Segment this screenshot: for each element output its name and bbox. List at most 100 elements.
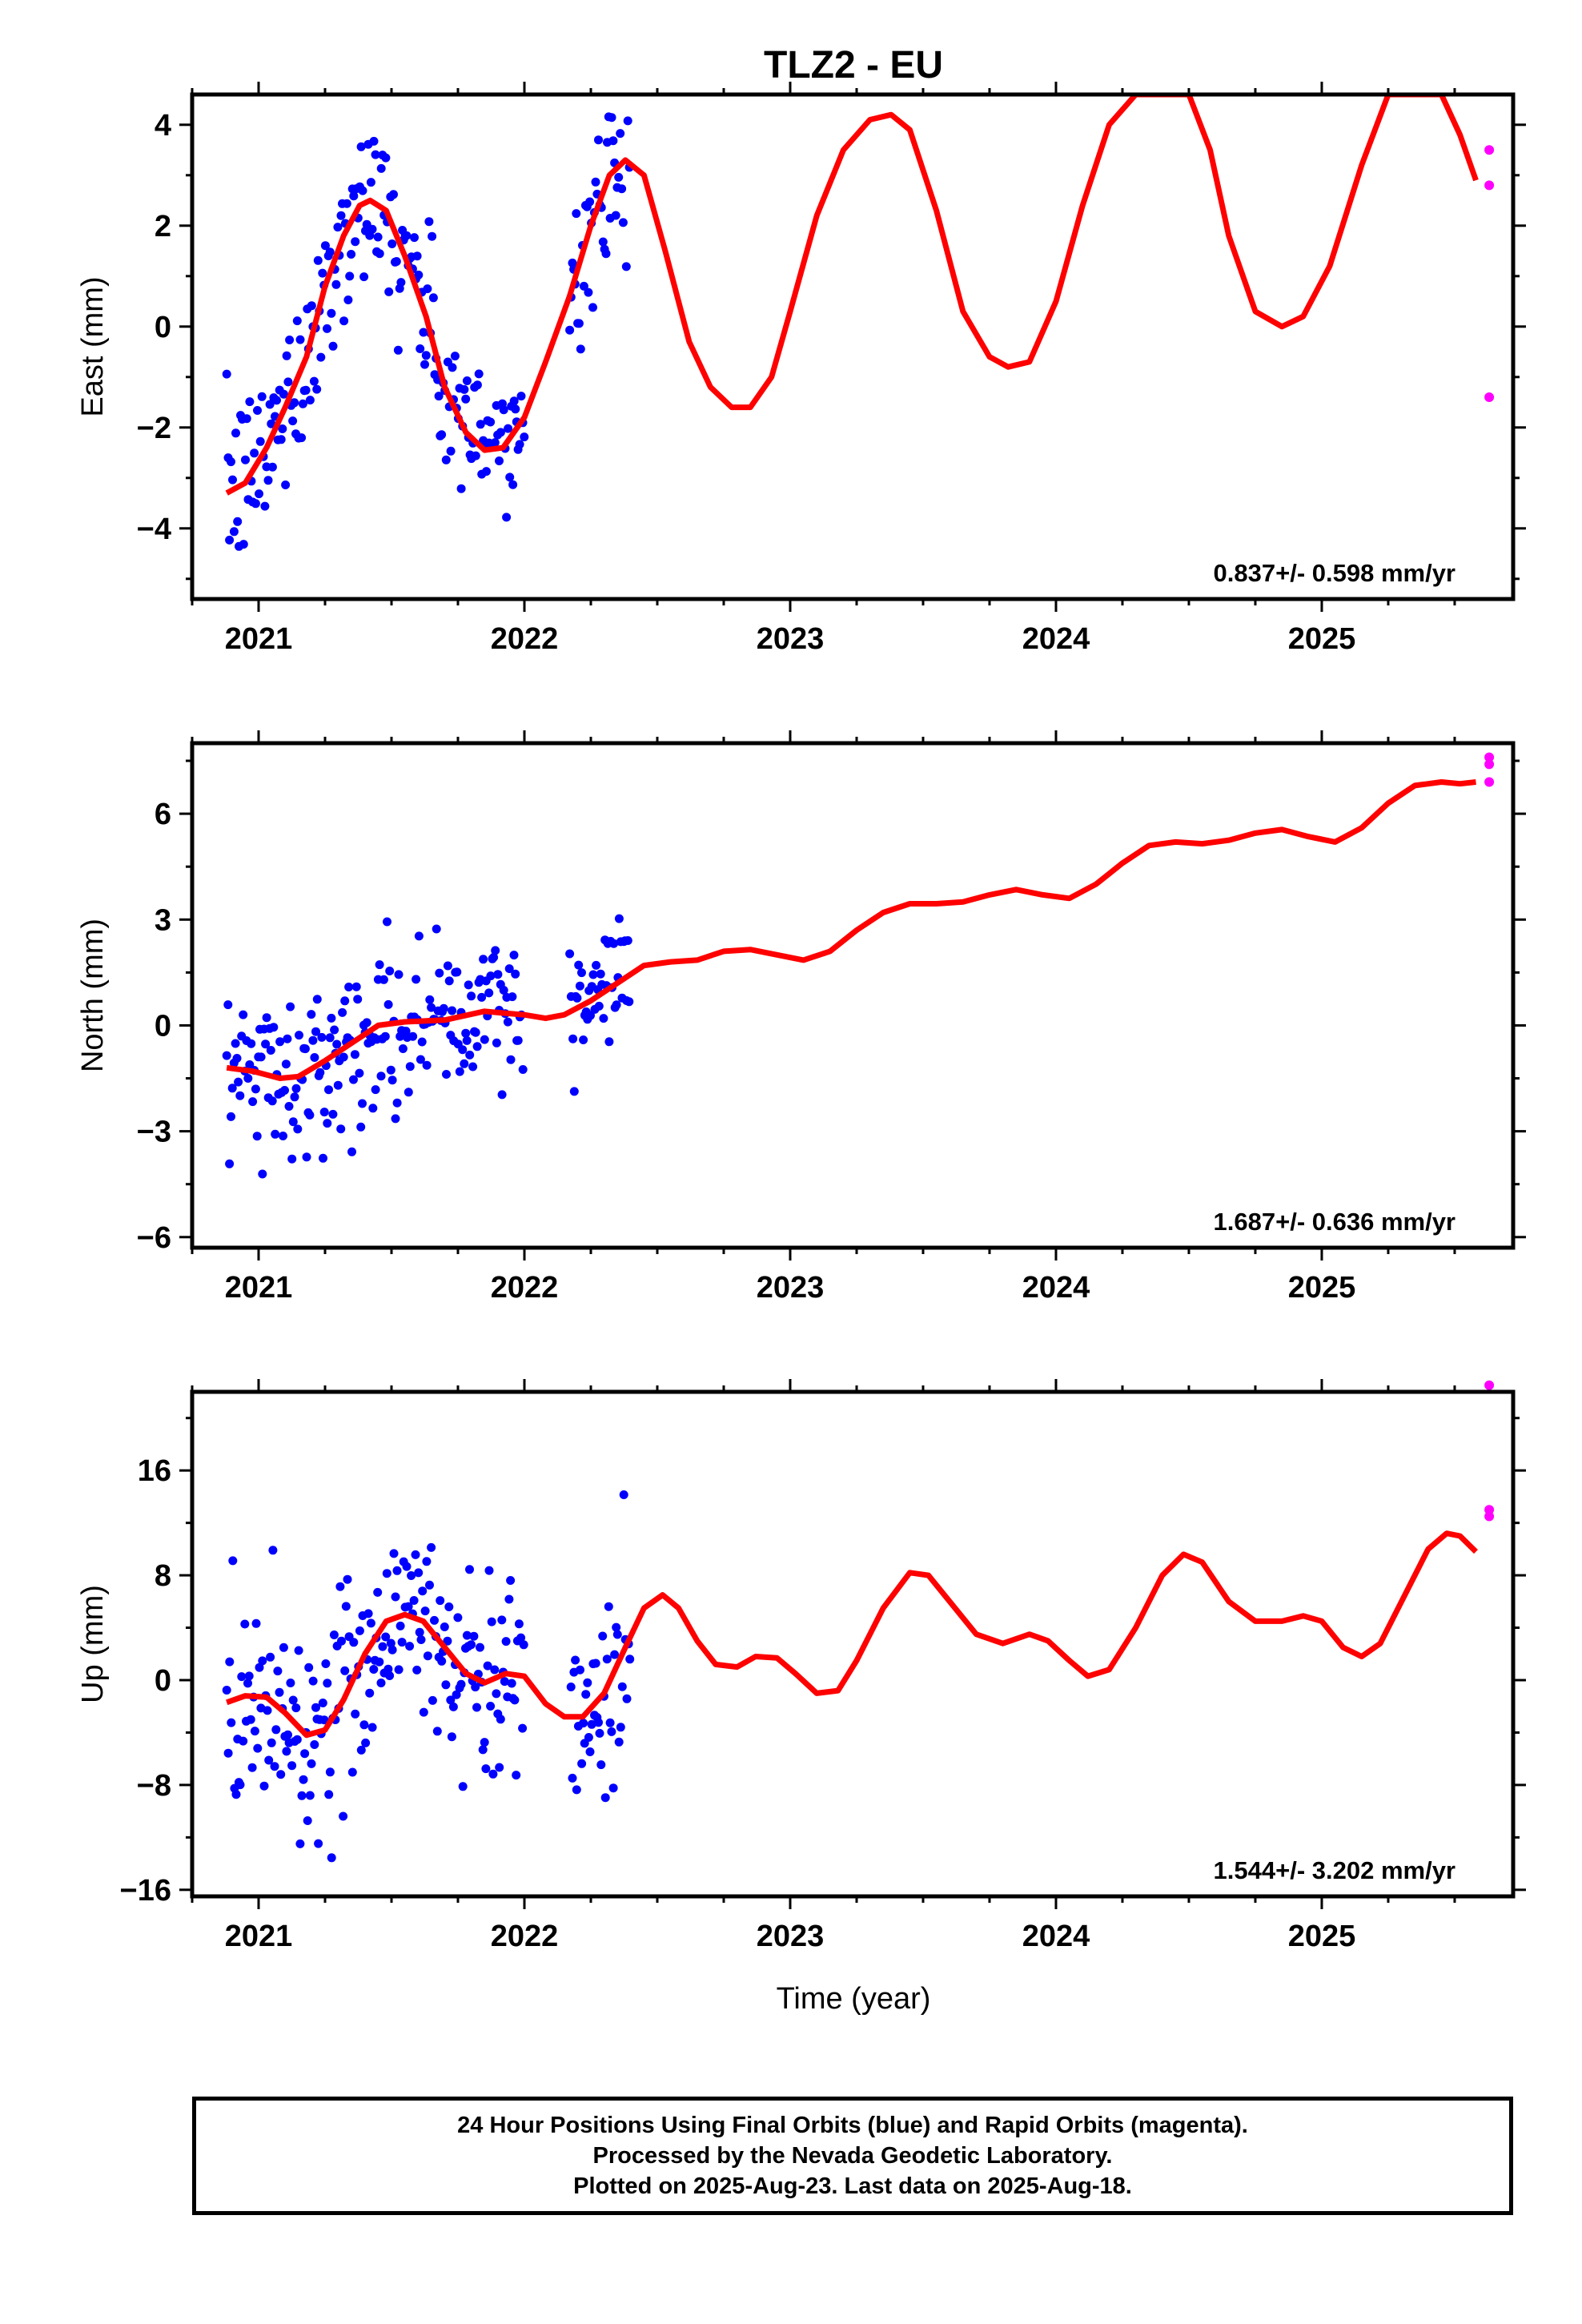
final-orbit-point xyxy=(583,1678,592,1687)
x-tick-label: 2023 xyxy=(757,1920,825,1953)
final-orbit-point xyxy=(314,1839,323,1848)
final-orbit-point xyxy=(519,1640,528,1650)
final-orbit-point xyxy=(468,1062,478,1072)
final-orbit-point xyxy=(458,1782,468,1791)
y-tick-label: 6 xyxy=(155,798,171,831)
final-orbit-point xyxy=(318,1699,327,1707)
final-orbit-point xyxy=(339,1052,348,1062)
final-orbit-point xyxy=(420,360,429,369)
final-orbit-point xyxy=(389,1549,399,1558)
final-orbit-point xyxy=(516,1633,526,1642)
final-orbit-point xyxy=(423,1651,432,1661)
final-orbit-point xyxy=(262,1013,271,1023)
final-orbit-point xyxy=(443,961,452,971)
final-orbit-point xyxy=(594,135,603,145)
final-orbit-point xyxy=(361,1738,371,1747)
x-tick-label: 2025 xyxy=(1288,1271,1356,1305)
final-orbit-point xyxy=(432,924,441,934)
final-orbit-point xyxy=(427,1003,436,1012)
east-rate-annotation: 0.837+/- 0.598 mm/yr xyxy=(1214,559,1456,587)
up-model-curve xyxy=(226,1530,1478,1739)
final-orbit-point xyxy=(300,1044,310,1054)
final-orbit-point xyxy=(243,1074,253,1083)
y-tick-label: −8 xyxy=(137,1769,171,1803)
final-orbit-point xyxy=(389,190,398,199)
final-orbit-point xyxy=(375,249,384,259)
final-orbit-point xyxy=(417,1037,427,1047)
final-orbit-point xyxy=(227,1112,235,1121)
final-orbit-point xyxy=(477,992,487,1002)
final-orbit-point xyxy=(267,1738,276,1747)
final-orbit-point xyxy=(491,946,500,955)
final-orbit-point xyxy=(385,1671,395,1680)
final-orbit-point xyxy=(281,1059,291,1069)
final-orbit-point xyxy=(623,116,632,126)
final-orbit-point xyxy=(324,1790,334,1799)
final-orbit-point xyxy=(272,396,281,405)
final-orbit-point xyxy=(511,969,520,979)
final-orbit-point xyxy=(273,1667,283,1676)
up-rate-annotation: 1.544+/- 3.202 mm/yr xyxy=(1214,1856,1456,1884)
final-orbit-point xyxy=(319,1153,327,1163)
up-panel: 2021 2022 2023 2024 2025 16 8 0 −8 −16 Up (mm) 1.54… xyxy=(76,1379,1526,1953)
rapid-orbit-point xyxy=(1484,777,1495,787)
final-orbit-point xyxy=(412,251,422,261)
rapid-orbit-point xyxy=(1484,752,1495,762)
final-orbit-point xyxy=(450,352,460,361)
final-orbit-point xyxy=(228,475,237,485)
final-orbit-point xyxy=(614,1737,624,1747)
final-orbit-point xyxy=(471,451,480,460)
rapid-orbit-point xyxy=(1484,180,1495,191)
final-orbit-point xyxy=(242,414,251,424)
final-orbit-point xyxy=(476,1642,484,1652)
final-orbit-point xyxy=(382,1569,391,1578)
final-orbit-point xyxy=(412,975,421,984)
final-orbit-point xyxy=(504,1594,514,1604)
final-orbit-point xyxy=(340,1666,350,1675)
final-orbit-point xyxy=(355,1068,364,1078)
final-orbit-point xyxy=(509,951,519,960)
final-orbit-point xyxy=(358,186,367,195)
final-orbit-point xyxy=(344,983,354,991)
final-orbit-point xyxy=(302,1152,311,1162)
final-orbit-point xyxy=(290,398,299,408)
final-orbit-point xyxy=(446,446,456,456)
final-orbit-point xyxy=(271,1129,280,1139)
final-orbit-point xyxy=(341,1602,351,1611)
final-orbit-point xyxy=(495,456,504,465)
final-orbit-point xyxy=(394,1665,404,1675)
final-orbit-point xyxy=(421,351,431,360)
final-orbit-point xyxy=(503,1017,512,1027)
final-orbit-point xyxy=(362,1018,371,1027)
final-orbit-point xyxy=(351,982,361,991)
y-tick-label: 4 xyxy=(155,109,171,143)
final-orbit-point xyxy=(279,389,288,399)
final-orbit-point xyxy=(376,1679,386,1687)
final-orbit-point xyxy=(303,1816,312,1825)
final-orbit-point xyxy=(447,1732,456,1742)
final-orbit-point xyxy=(305,396,315,405)
final-orbit-point xyxy=(299,1775,308,1784)
final-orbit-point xyxy=(384,287,394,296)
final-orbit-point xyxy=(336,1124,346,1134)
rapid-orbit-point xyxy=(1484,1380,1495,1390)
final-orbit-point xyxy=(619,1490,628,1499)
final-orbit-point xyxy=(511,404,520,414)
final-orbit-point xyxy=(602,1655,612,1664)
final-orbit-point xyxy=(461,1028,471,1038)
final-orbit-point xyxy=(393,345,403,355)
final-orbit-point xyxy=(286,1679,295,1687)
final-orbit-point xyxy=(250,1727,259,1736)
final-orbit-point xyxy=(566,1683,576,1691)
final-orbit-point xyxy=(270,1762,279,1771)
final-orbit-point xyxy=(340,996,350,1006)
final-orbit-point xyxy=(565,325,575,335)
final-orbit-point xyxy=(387,239,397,248)
final-orbit-point xyxy=(324,1085,333,1095)
final-orbit-point xyxy=(608,136,618,146)
final-orbit-point xyxy=(512,1771,521,1780)
final-orbit-point xyxy=(287,1761,297,1771)
final-orbit-point xyxy=(423,284,432,294)
final-orbit-point xyxy=(605,1718,615,1727)
final-orbit-point xyxy=(276,1770,286,1779)
